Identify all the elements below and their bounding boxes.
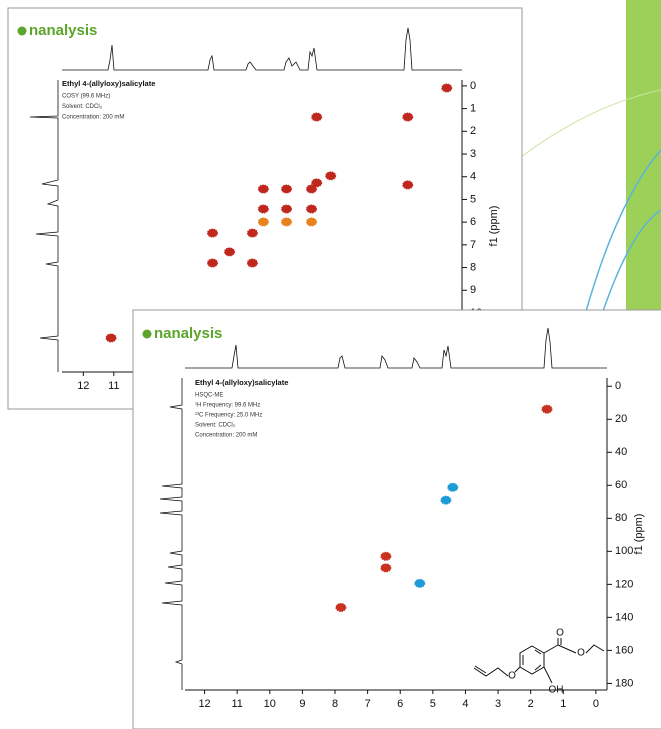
cross-peak <box>207 259 217 267</box>
cross-peak <box>307 185 317 193</box>
brand-logo: nanalysis <box>154 325 222 342</box>
cross-peak <box>442 84 452 92</box>
panel-frame <box>133 310 661 729</box>
x-tick-label: 11 <box>231 698 242 710</box>
x-tick-label: 1 <box>560 698 566 710</box>
brand-logo: nanalysis <box>29 22 97 39</box>
x-tick-label: 4 <box>462 698 468 710</box>
x-tick-label: 3 <box>495 698 501 710</box>
y-tick-label: 0 <box>470 80 476 92</box>
cross-peak <box>282 185 292 193</box>
x-tick-label: 7 <box>365 698 371 710</box>
cross-peak <box>415 579 425 587</box>
x-tick-label: 9 <box>299 698 305 710</box>
atom-label: O <box>577 648 585 659</box>
page: nanalysis0123456789101112121110987654321… <box>0 0 661 729</box>
x-tick-label: 2 <box>528 698 534 710</box>
y-tick-label: 120 <box>615 578 633 590</box>
y-tick-label: 140 <box>615 611 633 623</box>
y-tick-label: 5 <box>470 193 476 205</box>
x-tick-label: 5 <box>430 698 436 710</box>
y-tick-label: 9 <box>470 284 476 296</box>
cross-peak <box>307 218 317 226</box>
cross-peak <box>225 248 235 256</box>
chart-title: Ethyl 4-(allyloxy)salicylate <box>195 378 288 387</box>
x-tick-label: 0 <box>593 698 599 710</box>
y-tick-label: 40 <box>615 446 627 458</box>
y-tick-label: 100 <box>615 545 633 557</box>
y-tick-label: 0 <box>615 380 621 392</box>
y-tick-label: 160 <box>615 644 633 656</box>
cross-peak <box>441 496 451 504</box>
x-tick-label: 8 <box>332 698 338 710</box>
cross-peak <box>381 564 391 572</box>
cross-peak <box>403 181 413 189</box>
cross-peak <box>207 229 217 237</box>
x-tick-label: 10 <box>264 698 276 710</box>
chart-title: Ethyl 4-(allyloxy)salicylate <box>62 79 155 88</box>
info-line: Concentration: 200 mM <box>62 115 124 121</box>
y-tick-label: 80 <box>615 512 627 524</box>
y-tick-label: 1 <box>470 103 476 115</box>
info-line: ¹H Frequency: 99.6 MHz <box>195 403 260 409</box>
cross-peak <box>106 334 116 342</box>
info-line: ¹³C Frequency: 25.0 MHz <box>195 413 262 419</box>
cross-peak <box>326 172 336 180</box>
x-tick-label: 11 <box>108 380 119 392</box>
info-line: Concentration: 200 mM <box>195 433 257 439</box>
y-axis-label: f1 (ppm) <box>488 206 500 247</box>
y-tick-label: 6 <box>470 216 476 228</box>
cross-peak <box>282 205 292 213</box>
info-line: Solvent: CDCl₃ <box>195 423 236 429</box>
cross-peak <box>336 603 346 611</box>
info-line: Solvent: CDCl₃ <box>62 104 103 110</box>
cross-peak <box>247 259 257 267</box>
cross-peak <box>258 218 268 226</box>
cross-peak <box>258 205 268 213</box>
cross-peak <box>307 205 317 213</box>
cross-peak <box>247 229 257 237</box>
cross-peak <box>258 185 268 193</box>
y-tick-label: 2 <box>470 125 476 137</box>
atom-label: O <box>508 671 516 682</box>
cross-peak <box>381 552 391 560</box>
y-tick-label: 3 <box>470 148 476 160</box>
y-tick-label: 180 <box>615 677 633 689</box>
info-line: HSQC-ME <box>195 393 223 399</box>
y-axis-label: f1 (ppm) <box>633 514 645 555</box>
cross-peak <box>448 483 458 491</box>
info-line: COSY (99.6 MHz) <box>62 94 110 100</box>
x-tick-label: 12 <box>77 380 89 392</box>
x-tick-label: 6 <box>397 698 403 710</box>
cross-peak <box>403 113 413 121</box>
logo-icon <box>143 330 152 339</box>
cross-peak <box>312 113 322 121</box>
cross-peak <box>282 218 292 226</box>
y-tick-label: 20 <box>615 413 627 425</box>
logo-icon <box>18 27 27 36</box>
atom-label: O <box>556 628 564 639</box>
y-tick-label: 60 <box>615 479 627 491</box>
y-tick-label: 8 <box>470 261 476 273</box>
x-tick-label: 12 <box>198 698 210 710</box>
cross-peak <box>542 405 552 413</box>
y-tick-label: 7 <box>470 239 476 251</box>
atom-label: OH <box>549 685 564 696</box>
y-tick-label: 4 <box>470 171 476 183</box>
